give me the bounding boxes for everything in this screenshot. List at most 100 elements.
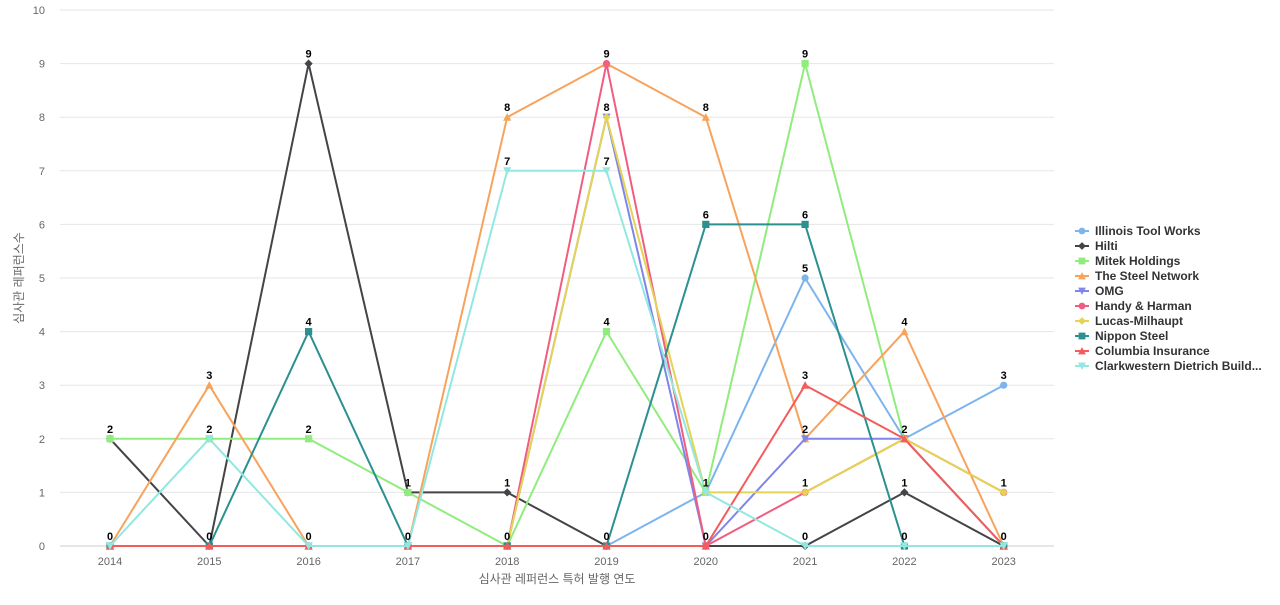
data-label: 6 [703,209,709,221]
data-point [1000,381,1008,389]
data-label: 0 [802,531,808,543]
legend-item[interactable]: OMG [1075,284,1124,298]
legend-item[interactable]: Mitek Holdings [1075,254,1181,268]
legend-marker [1078,347,1086,355]
legend-item[interactable]: Illinois Tool Works [1075,224,1201,238]
series-group [105,59,1008,551]
y-tick-label: 3 [39,380,45,392]
data-point [503,167,512,175]
x-tick-label: 2015 [197,556,221,568]
y-tick-label: 0 [39,541,45,553]
x-tick-label: 2022 [892,556,916,568]
data-point [205,381,214,389]
data-label: 1 [405,477,411,489]
data-point [602,60,611,68]
data-label: 7 [603,156,609,168]
data-label: 4 [603,317,610,329]
data-label: 3 [1001,370,1007,382]
data-label: 3 [206,370,212,382]
legend-marker [1078,287,1086,295]
y-tick-label: 1 [39,487,45,499]
data-point [801,381,810,389]
data-point [205,541,214,550]
data-point [304,542,313,551]
data-point [305,435,313,443]
data-point [801,60,809,68]
legend-marker [1078,317,1086,325]
series-line [109,277,1005,547]
data-point [801,220,809,228]
data-point [503,113,512,121]
series-8 [105,381,1008,550]
data-point [900,542,909,551]
data-point [602,167,611,175]
data-label: 1 [901,477,907,489]
data-label: 2 [901,424,907,436]
y-tick-label: 7 [39,166,45,178]
x-tick-label: 2016 [296,556,320,568]
data-label: 0 [405,531,411,543]
data-label: 0 [306,531,312,543]
data-point [503,488,512,497]
legend-label: Lucas-Milhaupt [1095,314,1183,328]
legend-item[interactable]: Handy & Harman [1075,299,1192,313]
data-label: 4 [306,317,313,329]
data-label: 9 [306,49,312,61]
legend-label: The Steel Network [1095,269,1199,283]
y-tick-label: 10 [33,5,45,17]
legend-item[interactable]: Columbia Insurance [1075,344,1210,358]
data-label: 8 [603,102,609,114]
x-tick-label: 2014 [98,556,122,568]
legend-marker [1078,302,1086,310]
data-point [999,542,1008,551]
data-point [602,541,611,550]
y-tick-label: 9 [39,59,45,71]
data-label: 8 [703,102,709,114]
data-point [602,113,611,122]
data-point [503,541,512,550]
y-tick-label: 6 [39,219,45,231]
data-label: 9 [603,49,609,61]
legend-label: Columbia Insurance [1095,344,1210,358]
data-point [701,541,710,550]
data-label: 1 [1001,477,1007,489]
y-tick-label: 5 [39,273,45,285]
data-point [801,488,810,497]
data-point [702,220,710,228]
data-label: 4 [901,317,908,329]
data-label: 9 [802,49,808,61]
data-label: 1 [703,477,709,489]
x-tick-label: 2019 [594,556,618,568]
y-tick-label: 4 [39,327,45,339]
legend-item[interactable]: The Steel Network [1075,269,1199,283]
data-point [404,488,412,496]
data-label: 2 [206,424,212,436]
data-point [801,435,810,443]
legend-item[interactable]: Nippon Steel [1075,329,1168,343]
legend-item[interactable]: Clarkwestern Dietrich Build... [1075,359,1262,373]
data-point [999,488,1008,497]
y-tick-label: 2 [39,434,45,446]
legend-label: Illinois Tool Works [1095,224,1201,238]
legend-label: Handy & Harman [1095,299,1192,313]
data-label: 7 [504,156,510,168]
legend-item[interactable]: Hilti [1075,239,1118,253]
series-9 [105,167,1008,551]
x-tick-label: 2021 [793,556,817,568]
data-point [106,435,114,443]
data-point [900,327,909,336]
data-label: 0 [107,531,113,543]
data-label: 0 [1001,531,1007,543]
data-point [801,274,809,282]
data-label: 0 [504,531,510,543]
data-label: 0 [206,531,212,543]
legend-item[interactable]: Lucas-Milhaupt [1075,314,1183,328]
data-label: 3 [802,370,808,382]
y-axis-title: 심사관 레퍼런스수 [12,232,26,324]
data-point [304,59,313,68]
data-label: 1 [504,477,510,489]
data-point [403,542,412,551]
data-label: 0 [901,531,907,543]
